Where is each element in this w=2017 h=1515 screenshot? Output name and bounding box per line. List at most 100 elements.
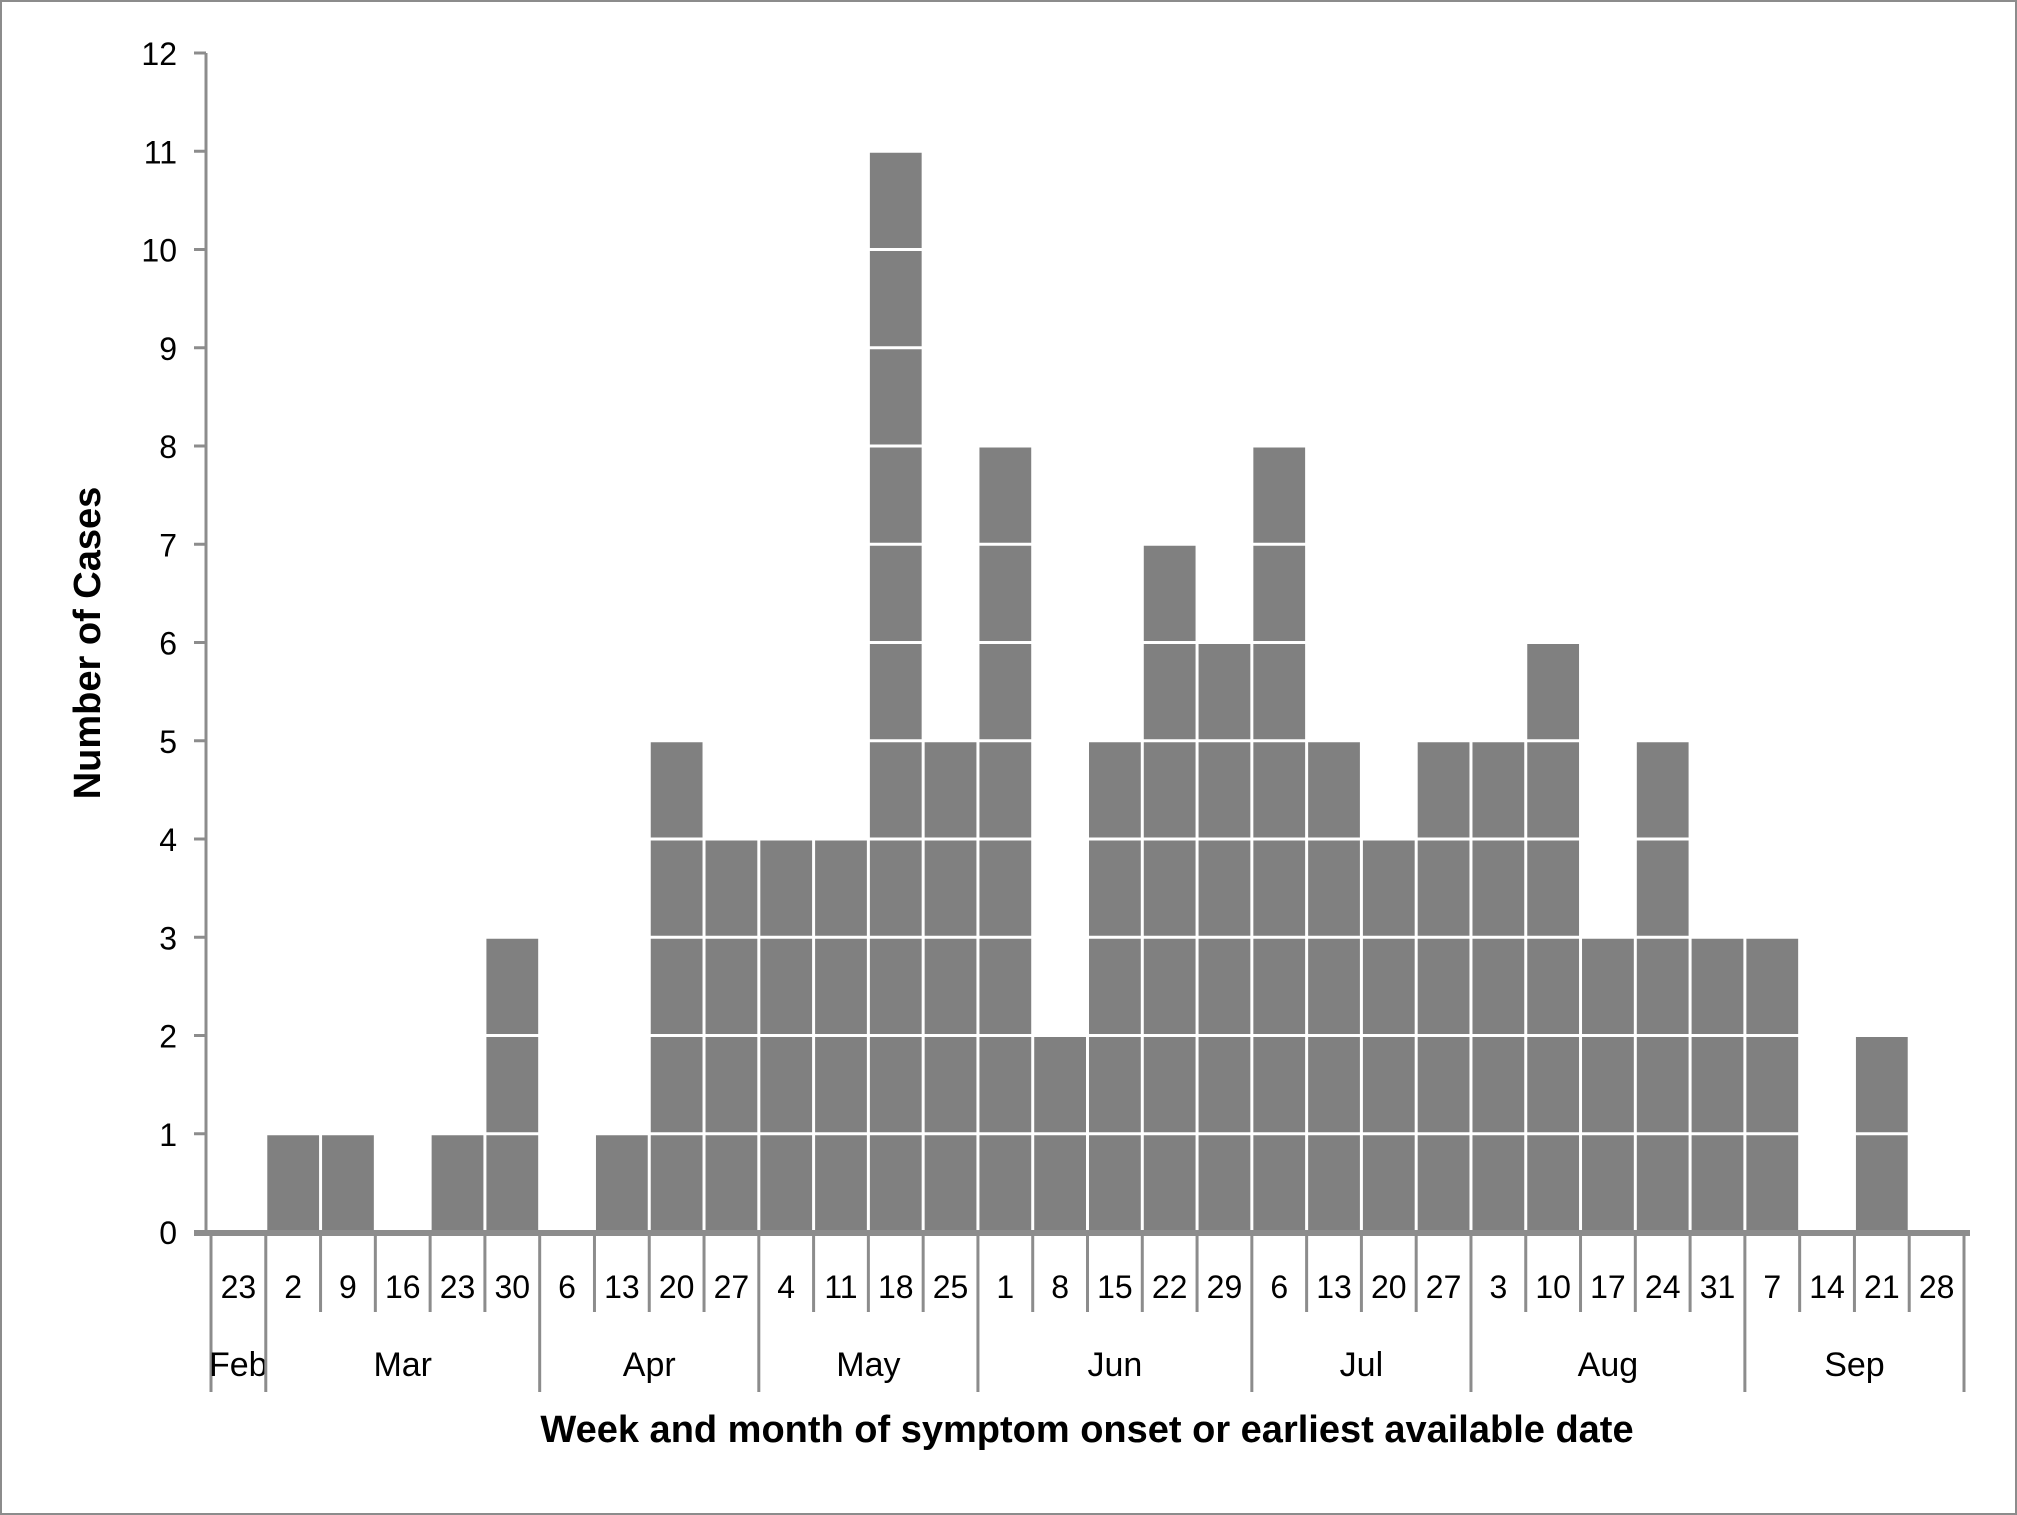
week-label: 9 xyxy=(339,1269,357,1305)
bar-block xyxy=(869,742,922,838)
bar-block xyxy=(1143,840,1196,936)
bar-block xyxy=(869,1135,922,1231)
bar-block xyxy=(1143,1135,1196,1231)
bar-block xyxy=(1253,1135,1306,1231)
bar-block xyxy=(979,644,1032,740)
bar-block xyxy=(869,349,922,445)
week-label: 4 xyxy=(777,1269,795,1305)
bar-block xyxy=(431,1135,484,1231)
bar-block xyxy=(1089,840,1141,936)
bars xyxy=(267,152,1908,1231)
week-label: 10 xyxy=(1535,1269,1571,1305)
bar-block xyxy=(869,447,922,543)
week-label: 23 xyxy=(221,1269,257,1305)
bar-block xyxy=(1253,938,1306,1034)
bar-block xyxy=(1472,938,1525,1034)
bar-block xyxy=(979,545,1032,641)
bar-block xyxy=(705,1135,758,1231)
bar-block xyxy=(979,938,1032,1034)
bar-block xyxy=(1143,1037,1196,1133)
bar-block xyxy=(1362,840,1415,936)
bar-block xyxy=(979,742,1032,838)
month-label: Sep xyxy=(1824,1346,1885,1384)
y-tick-label: 7 xyxy=(159,527,177,563)
bar-block xyxy=(1253,447,1306,543)
bar-block xyxy=(267,1135,320,1231)
bar-block xyxy=(1417,1135,1470,1231)
month-label: Feb xyxy=(209,1346,268,1384)
y-tick-label: 8 xyxy=(159,429,177,465)
week-label: 21 xyxy=(1864,1269,1900,1305)
bar-block xyxy=(1308,742,1360,838)
bar-block xyxy=(1198,840,1251,936)
bar-block xyxy=(760,1135,813,1231)
bar-block xyxy=(1527,1037,1580,1133)
month-label: May xyxy=(836,1346,900,1384)
month-label: Mar xyxy=(373,1346,432,1384)
bar-block xyxy=(1472,1135,1525,1231)
y-tick-label: 10 xyxy=(141,233,177,269)
week-label: 23 xyxy=(440,1269,476,1305)
bar-block xyxy=(1034,1037,1086,1133)
bar-block xyxy=(1636,840,1689,936)
bar-block xyxy=(1253,644,1306,740)
y-tick-label: 0 xyxy=(159,1215,177,1251)
bar-block xyxy=(1636,1135,1689,1231)
bar-block xyxy=(1198,938,1251,1034)
y-tick-label: 1 xyxy=(159,1117,177,1153)
y-tick-label: 4 xyxy=(159,822,177,858)
week-label: 25 xyxy=(933,1269,969,1305)
week-label: 6 xyxy=(1270,1269,1288,1305)
bar-block xyxy=(1746,1037,1799,1133)
bar-block xyxy=(924,742,977,838)
week-label: 28 xyxy=(1919,1269,1955,1305)
bar-block xyxy=(1417,840,1470,936)
bar-block xyxy=(1034,1135,1086,1231)
bar-block xyxy=(1198,644,1251,740)
bar-block xyxy=(1527,742,1580,838)
bar-block xyxy=(1472,840,1525,936)
bar-block xyxy=(1472,742,1525,838)
bar-block xyxy=(924,1135,977,1231)
bar-block xyxy=(322,1135,374,1231)
bar-block xyxy=(1362,1135,1415,1231)
week-label: 1 xyxy=(996,1269,1014,1305)
bar-block xyxy=(1143,938,1196,1034)
bar-block xyxy=(1636,742,1689,838)
bar-block xyxy=(760,938,813,1034)
bar-block xyxy=(1362,938,1415,1034)
bar-block xyxy=(869,840,922,936)
week-label: 7 xyxy=(1763,1269,1781,1305)
y-tick-label: 2 xyxy=(159,1019,177,1055)
week-label: 16 xyxy=(385,1269,421,1305)
bar-block xyxy=(1143,644,1196,740)
y-tick-label: 12 xyxy=(141,36,177,72)
y-tick-label: 6 xyxy=(159,626,177,662)
week-label: 2 xyxy=(284,1269,302,1305)
bar-block xyxy=(979,840,1032,936)
week-label: 3 xyxy=(1489,1269,1507,1305)
bar-block xyxy=(924,840,977,936)
bar-block xyxy=(1855,1037,1908,1133)
week-label: 15 xyxy=(1097,1269,1133,1305)
month-label: Jun xyxy=(1087,1346,1142,1384)
week-label: 17 xyxy=(1590,1269,1626,1305)
bar-block xyxy=(869,644,922,740)
week-label: 20 xyxy=(1371,1269,1407,1305)
x-axis-title: Week and month of symptom onset or earli… xyxy=(540,1409,1633,1451)
bar-block xyxy=(1089,1135,1141,1231)
bar-block xyxy=(1198,1037,1251,1133)
bar-block xyxy=(1308,840,1360,936)
bar-block xyxy=(1089,1037,1141,1133)
bar-block xyxy=(705,1037,758,1133)
y-tick-label: 5 xyxy=(159,724,177,760)
week-label: 31 xyxy=(1700,1269,1736,1305)
bar-block xyxy=(1855,1135,1908,1231)
y-axis-title: Number of Cases xyxy=(67,487,109,800)
bar-block xyxy=(705,840,758,936)
bar-block xyxy=(1308,1135,1360,1231)
week-label: 27 xyxy=(1426,1269,1462,1305)
bar-block xyxy=(1691,938,1744,1034)
bar-block xyxy=(815,938,867,1034)
